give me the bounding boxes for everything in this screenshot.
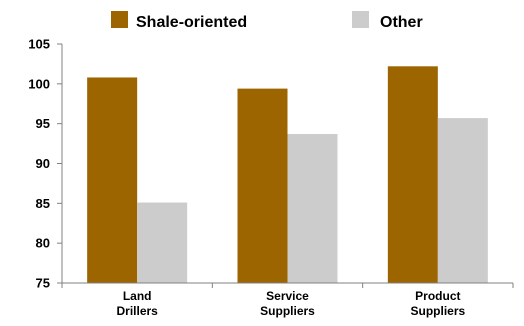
y-tick-label: 75	[36, 276, 50, 291]
axes: 7580859095100105LandDrillersServiceSuppl…	[28, 37, 514, 318]
x-category-label: Land	[123, 289, 152, 303]
legend-swatch	[352, 11, 369, 28]
y-tick-label: 100	[28, 76, 50, 91]
x-category-label: Suppliers	[260, 304, 315, 318]
x-category-label: Product	[415, 289, 460, 303]
legend-swatch	[111, 11, 128, 28]
y-tick-label: 90	[36, 156, 50, 171]
x-category-label: Drillers	[116, 304, 158, 318]
bars	[87, 66, 488, 284]
y-tick-label: 105	[28, 37, 50, 52]
bar-shale-oriented-2	[387, 66, 438, 283]
bar-other-2	[437, 118, 488, 283]
bar-shale-oriented-0	[87, 77, 138, 284]
y-tick-label: 85	[36, 196, 50, 211]
legend-label: Other	[380, 14, 423, 31]
legend-label: Shale-oriented	[136, 14, 247, 31]
bar-other-0	[137, 202, 188, 283]
legend: Shale-oriented Other	[111, 11, 423, 31]
y-tick-label: 80	[36, 236, 50, 251]
bar-other-1	[287, 134, 338, 283]
bar-shale-oriented-1	[237, 88, 288, 283]
x-category-label: Service	[266, 289, 309, 303]
y-tick-label: 95	[36, 116, 50, 131]
x-category-label: Suppliers	[410, 304, 465, 318]
